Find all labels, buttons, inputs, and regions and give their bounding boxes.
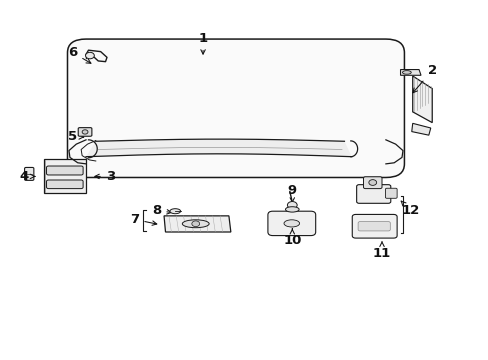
FancyBboxPatch shape — [363, 177, 381, 189]
Circle shape — [287, 202, 297, 209]
FancyBboxPatch shape — [357, 222, 389, 231]
FancyBboxPatch shape — [351, 215, 396, 238]
FancyBboxPatch shape — [67, 39, 404, 177]
Text: 7: 7 — [130, 213, 157, 226]
Text: 1: 1 — [198, 32, 207, 54]
Text: 12: 12 — [400, 201, 419, 217]
Ellipse shape — [402, 71, 410, 74]
Polygon shape — [86, 139, 351, 157]
Circle shape — [191, 221, 199, 226]
Ellipse shape — [182, 220, 209, 228]
Ellipse shape — [285, 207, 299, 212]
FancyBboxPatch shape — [46, 166, 83, 175]
Text: 8: 8 — [152, 204, 171, 217]
Text: 10: 10 — [283, 229, 301, 247]
Text: 9: 9 — [287, 184, 296, 203]
Text: 4: 4 — [20, 170, 35, 183]
FancyBboxPatch shape — [385, 188, 396, 198]
Polygon shape — [411, 123, 430, 135]
Text: 2: 2 — [412, 64, 436, 93]
Polygon shape — [400, 69, 420, 75]
FancyBboxPatch shape — [24, 167, 34, 180]
Text: 3: 3 — [95, 170, 115, 183]
FancyBboxPatch shape — [356, 185, 390, 203]
Text: 11: 11 — [372, 242, 390, 260]
Polygon shape — [43, 159, 86, 193]
Circle shape — [368, 180, 376, 185]
FancyBboxPatch shape — [46, 180, 83, 189]
Ellipse shape — [284, 220, 299, 227]
FancyBboxPatch shape — [78, 128, 92, 136]
Circle shape — [82, 130, 88, 134]
Circle shape — [85, 52, 94, 59]
Text: 5: 5 — [68, 130, 83, 144]
FancyBboxPatch shape — [267, 211, 315, 235]
Ellipse shape — [169, 209, 180, 214]
Polygon shape — [163, 216, 230, 232]
Polygon shape — [412, 76, 431, 123]
Text: 6: 6 — [68, 46, 91, 63]
